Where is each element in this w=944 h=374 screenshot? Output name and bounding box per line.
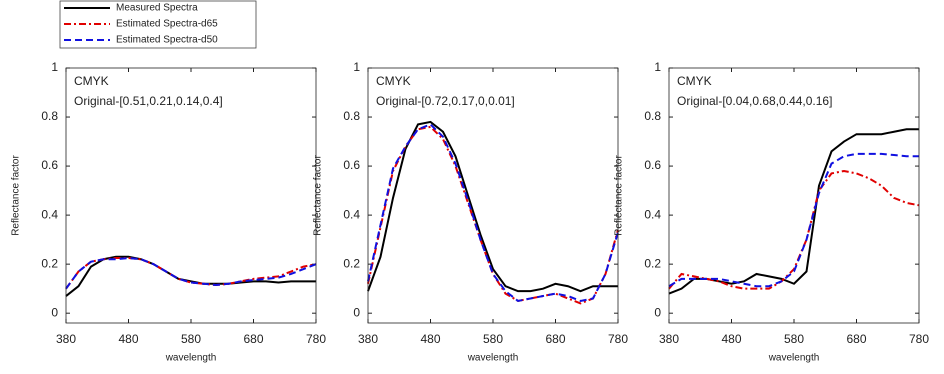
y-tick-label: 0.8 — [41, 109, 58, 123]
y-tick-label: 0.2 — [644, 256, 661, 270]
x-tick-label: 680 — [243, 332, 263, 346]
annotation: CMYK — [376, 74, 411, 88]
x-tick-label: 680 — [846, 332, 866, 346]
y-tick-label: 0 — [654, 305, 661, 319]
x-tick-label: 580 — [483, 332, 503, 346]
y-tick-label: 1 — [51, 60, 58, 74]
annotation: Original-[0.72,0.17,0,0.01] — [376, 94, 515, 108]
x-axis-label: wavelength — [165, 353, 217, 364]
y-tick-label: 0.6 — [644, 158, 661, 172]
legend-label: Estimated Spectra-d65 — [116, 19, 218, 30]
y-tick-label: 0 — [353, 305, 360, 319]
legend-label: Measured Spectra — [116, 3, 198, 14]
x-tick-label: 480 — [420, 332, 440, 346]
y-axis-label: Reflectance factor — [614, 155, 625, 236]
legend-label: Estimated Spectra-d50 — [116, 35, 218, 46]
y-axis-label: Reflectance factor — [11, 155, 22, 236]
plot-frame — [668, 67, 920, 324]
x-tick-label: 480 — [118, 332, 138, 346]
y-tick-label: 0 — [51, 305, 58, 319]
plot-frame — [65, 67, 317, 324]
y-tick-label: 0.4 — [343, 207, 360, 221]
x-tick-label: 780 — [608, 332, 628, 346]
y-tick-label: 0.4 — [644, 207, 661, 221]
spectrum-line — [65, 257, 317, 290]
x-tick-label: 780 — [909, 332, 929, 346]
y-tick-label: 0.6 — [343, 158, 360, 172]
x-axis-label: wavelength — [768, 353, 820, 364]
annotation: CMYK — [677, 74, 712, 88]
y-axis-label: Reflectance factor — [313, 155, 324, 236]
x-tick-label: 580 — [784, 332, 804, 346]
x-tick-label: 380 — [358, 332, 378, 346]
y-tick-label: 1 — [353, 60, 360, 74]
y-tick-label: 1 — [654, 60, 661, 74]
spectrum-line — [367, 123, 619, 302]
x-tick-label: 480 — [721, 332, 741, 346]
plot-area — [368, 68, 618, 323]
x-tick-label: 780 — [306, 332, 326, 346]
x-axis-label: wavelength — [467, 353, 519, 364]
x-tick-label: 580 — [181, 332, 201, 346]
spectrum-line — [668, 152, 919, 288]
annotation: CMYK — [74, 74, 109, 88]
y-tick-label: 0.2 — [343, 256, 360, 270]
y-tick-label: 0.6 — [41, 158, 58, 172]
y-tick-label: 0.8 — [644, 109, 661, 123]
y-tick-label: 0.8 — [343, 109, 360, 123]
spectrum-line — [65, 255, 316, 297]
x-tick-label: 680 — [545, 332, 565, 346]
y-tick-label: 0.2 — [41, 256, 58, 270]
x-tick-label: 380 — [56, 332, 76, 346]
plot-frame — [367, 67, 619, 324]
x-tick-label: 380 — [659, 332, 679, 346]
annotation: Original-[0.04,0.68,0.44,0.16] — [677, 94, 832, 108]
y-tick-label: 0.4 — [41, 207, 58, 221]
spectrum-line — [65, 257, 317, 290]
annotation: Original-[0.51,0.21,0.14,0.4] — [74, 94, 223, 108]
